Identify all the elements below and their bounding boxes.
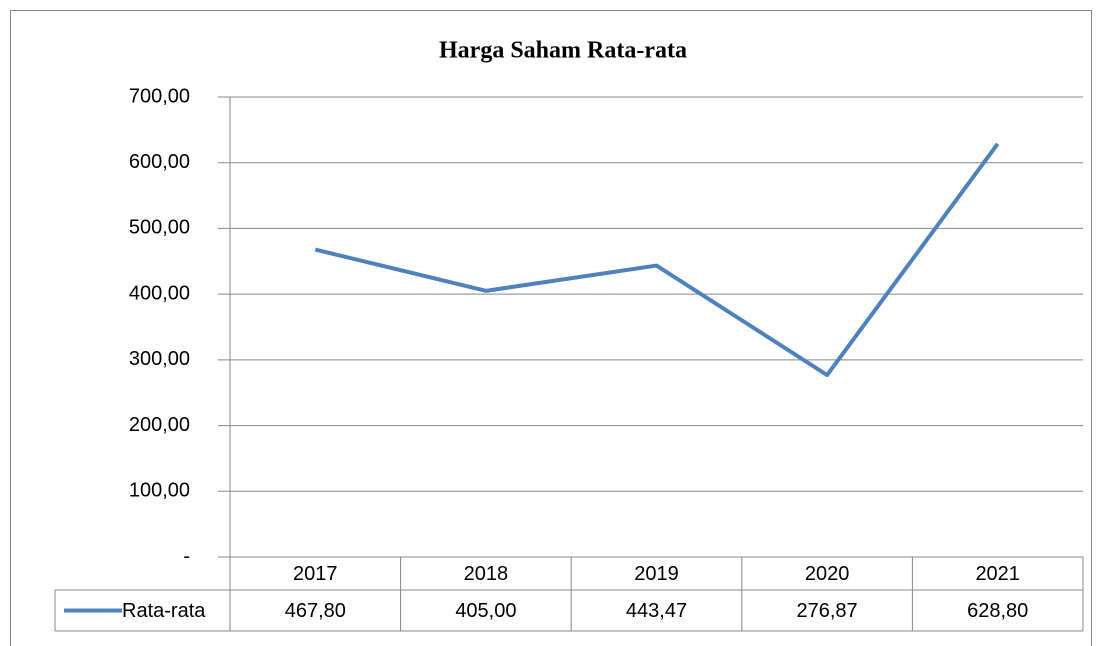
x-tick-label: 2019 bbox=[634, 563, 679, 585]
y-tick-label: 100,00 bbox=[129, 480, 190, 502]
legend-label: Rata-rata bbox=[122, 600, 206, 622]
y-tick-label: 700,00 bbox=[129, 85, 190, 107]
x-tick-label: 2021 bbox=[975, 563, 1020, 585]
data-table-value: 276,87 bbox=[797, 600, 858, 622]
y-tick-label: 200,00 bbox=[129, 414, 190, 436]
data-table-value: 467,80 bbox=[285, 600, 346, 622]
y-tick-label: 300,00 bbox=[129, 348, 190, 370]
x-tick-label: 2020 bbox=[805, 563, 850, 585]
x-tick-label: 2017 bbox=[293, 563, 338, 585]
y-tick-label: - bbox=[183, 545, 190, 567]
y-tick-label: 600,00 bbox=[129, 151, 190, 173]
chart-title: Harga Saham Rata-rata bbox=[439, 38, 687, 64]
y-tick-label: 400,00 bbox=[129, 282, 190, 304]
data-table-value: 405,00 bbox=[455, 600, 516, 622]
line-series bbox=[314, 142, 1000, 378]
chart-frame bbox=[10, 10, 1092, 646]
x-tick-label: 2018 bbox=[464, 563, 509, 585]
data-table-value: 628,80 bbox=[967, 600, 1028, 622]
data-table-value: 443,47 bbox=[626, 600, 687, 622]
y-tick-label: 500,00 bbox=[129, 217, 190, 239]
